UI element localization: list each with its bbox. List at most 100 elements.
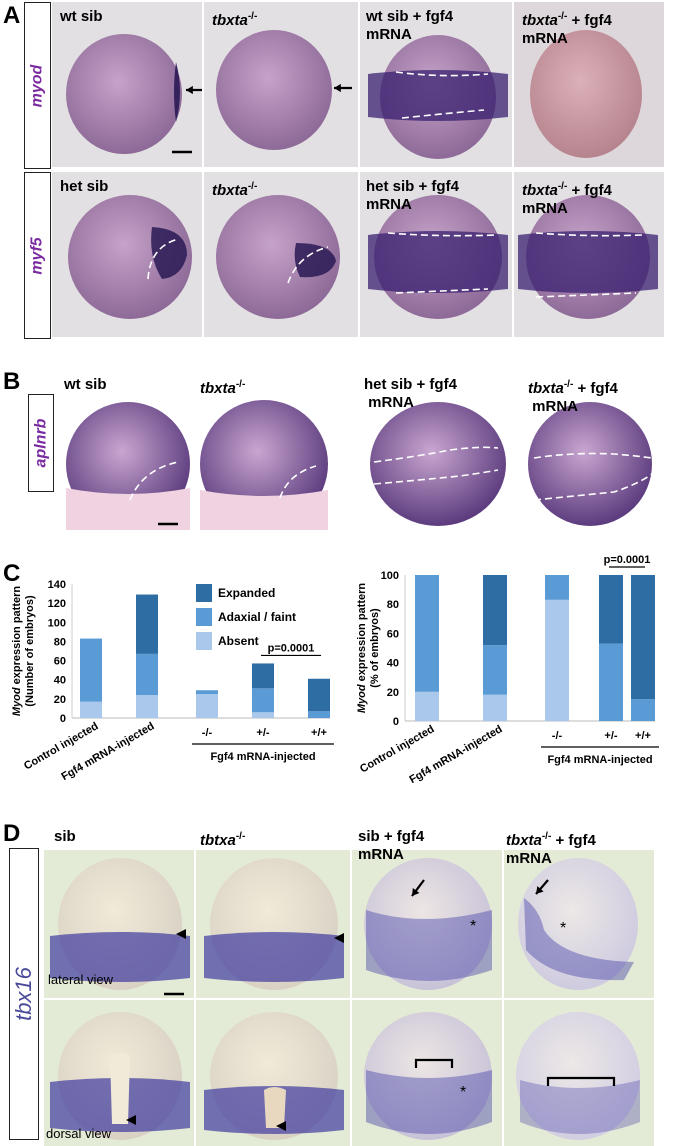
expression-domain [520,1080,640,1134]
expression-domain [264,1087,286,1128]
bar-adaxial-faint-1 [483,645,507,695]
gene-label-tbx16: tbx16 [11,967,37,1021]
title-a2-het-sib-fgf4: het sib + fgf4 mRNA [366,178,459,214]
category-label: +/- [604,730,617,742]
y-tick-label: 60 [54,656,66,668]
boundary-dashed-line [373,446,499,463]
y-tick-label: 100 [381,570,399,582]
boundary-dashed-line [373,469,499,485]
image-tbxta-fgf4-tbx16-lateral-embryo [518,858,638,990]
bar-adaxial-faint-0 [415,575,439,692]
image-tbxta-myod-embryo [216,30,352,150]
gene-label-box-myod: myod [24,2,51,169]
expression-domain [524,898,634,981]
image-tbxta-myf5-embryo [216,195,340,319]
expression-domain [174,62,180,122]
lateral-view-label: lateral view [48,972,114,987]
title-d-tbxta-fgf4-genotype: tbxta [506,832,542,849]
embryo-body [518,858,638,990]
legend-swatch-0 [196,632,212,650]
panel-label-a: A [3,2,21,29]
expression-band [50,932,190,982]
expression-domain [110,1053,130,1124]
embryo-body [530,30,642,158]
category-label: +/+ [635,730,651,742]
bar-absent-3 [252,712,274,718]
image-tbxta-fgf4-tbx16-dorsal-embryo [516,1012,640,1140]
bracket-marker [546,1076,616,1086]
boundary-dashed-line [401,109,485,119]
y-tick-label: 0 [393,716,399,728]
bar-expanded-3 [252,663,274,689]
arrowhead-marker-icon [334,933,344,943]
embryo-body [364,858,492,990]
title-b-wt-sib: wt sib [64,376,107,394]
title-a1-tbxta-genotype-superscript: -/- [247,11,258,22]
bar-absent-1 [136,695,158,718]
image-het-sib-myf5 [52,172,202,337]
boundary-dashed-line [129,461,179,501]
bar-adaxial-faint-4 [631,699,655,721]
category-label: -/- [202,727,213,739]
boundary-dashed-line [395,288,489,294]
embryo-body [516,1012,640,1140]
image-tbxta-myod [204,2,358,167]
title-d-tbtxa: tbtxa-/- [200,828,245,850]
boundary-dashed-line [387,232,497,237]
image-tbtxa-tbx16-lateral [196,850,350,998]
title-b-tbxta-fgf4-genotype: tbxta [528,380,564,397]
title-a2-tbxta-genotype: tbxta [212,182,248,199]
y-tick-label: 80 [54,636,66,648]
category-label: Fgf4 mRNA-injected [59,720,156,783]
title-a1-tbxta-fgf4: tbxta-/- + fgf4 mRNA [522,8,612,48]
category-label: -/- [552,730,563,742]
expression-domain [294,243,336,278]
image-tbxta-aplnrb-embryo [200,400,328,530]
y-axis-label-gene: Myod [11,687,23,716]
p-value-label: p=0.0001 [268,642,315,654]
image-tbxta-fgf4-myf5-embryo [518,195,658,319]
expression-domain [366,1070,492,1134]
title-d-tbxta-fgf4-genotype-superscript: -/- [541,831,552,842]
bar-adaxial-faint-0 [80,638,102,702]
gene-label-box-tbx16: tbx16 [9,848,39,1140]
bracket-marker [414,1058,454,1068]
yolk-region [66,488,190,530]
y-tick-label: 40 [54,675,66,687]
bar-absent-2 [196,694,218,718]
title-b-tbxta-fgf4-genotype-superscript: -/- [563,379,574,390]
expression-domain [151,227,187,279]
title-a2-tbxta: tbxta-/- [212,178,257,200]
image-het-sib-fgf4-aplnrb-embryo [370,402,506,526]
bar-expanded-3 [599,575,623,644]
title-a1-tbxta-fgf4-suffix: + fgf4 mRNA [522,12,612,47]
title-a1-wt-sib-text: wt sib [60,8,103,25]
bar-absent-0 [415,691,439,721]
expression-band [368,70,508,121]
image-sib-tbx16-lateral-embryo [50,858,190,996]
group-label: Fgf4 mRNA-injected [210,751,315,763]
arrowhead-marker-icon [276,1121,286,1131]
title-b-tbxta-fgf4: tbxta-/- + fgf4 mRNA [528,376,618,416]
image-tbxta-fgf4-aplnrb [524,400,658,528]
category-label: +/- [256,727,269,739]
y-axis-label: Myod expression pattern [11,586,23,716]
title-a2-tbxta-fgf4: tbxta-/- + fgf4 mRNA [522,178,612,218]
expression-band [368,231,508,293]
y-tick-label: 20 [54,694,66,706]
embryo-body [528,402,652,526]
legend-swatch-2 [196,584,212,602]
image-sib-fgf4-tbx16-dorsal-embryo [364,1012,492,1140]
boundary-dashed-line [533,452,653,459]
image-tbxta-fgf4-tbx16-dorsal [504,1000,654,1146]
title-b-tbxta-fgf4-suffix: + fgf4 mRNA [532,380,618,415]
bar-adaxial-faint-3 [599,643,623,721]
image-tbxta-fgf4-myod-embryo [530,30,642,158]
title-b-het-sib-fgf4: het sib + fgf4 mRNA [364,376,457,412]
arrowhead-marker-icon [176,929,186,939]
boundary-dashed-line [147,238,179,280]
arrowhead-marker-icon [126,1115,136,1125]
image-wt-sib-myod [52,2,202,167]
panel-label-b: B [3,368,21,395]
title-d-sib-fgf4-text: sib + fgf4 mRNA [358,828,425,863]
